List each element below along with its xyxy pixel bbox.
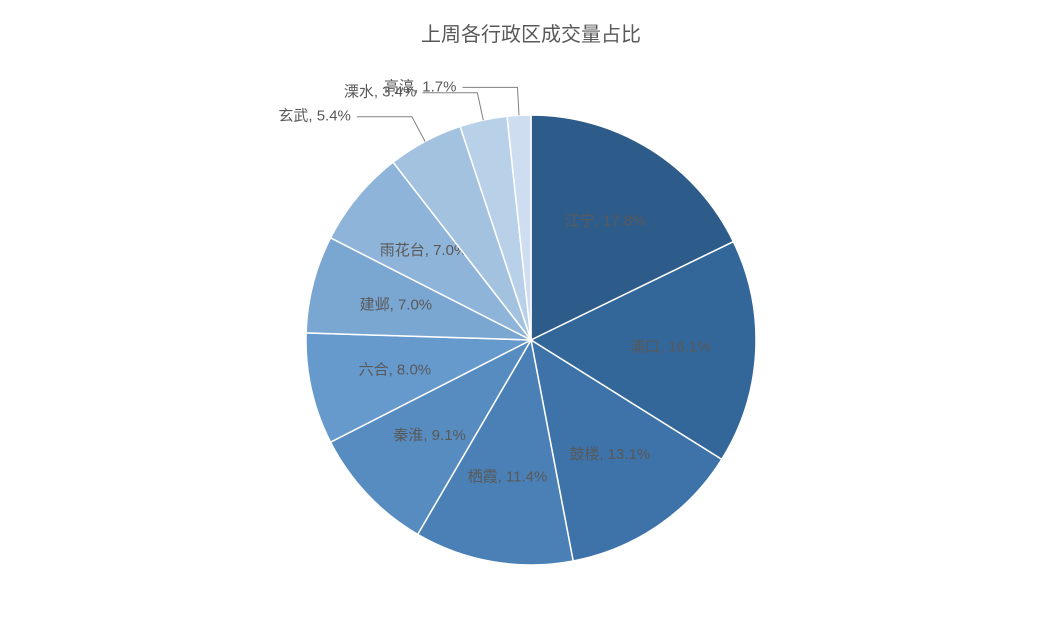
slice-label-玄武: 玄武, 5.4% — [278, 108, 351, 125]
leader-line-溧水 — [422, 93, 483, 120]
slice-label-高淳: 高淳, 1.7% — [384, 77, 457, 95]
leader-line-高淳 — [462, 87, 518, 115]
slice-label-栖霞: 栖霞, 11.4% — [468, 468, 548, 485]
slice-label-雨花台: 雨花台, 7.0% — [380, 242, 468, 259]
slice-label-六合: 六合, 8.0% — [359, 361, 432, 378]
leader-line-玄武 — [357, 117, 425, 142]
slice-label-浦口: 浦口, 16.1% — [630, 338, 711, 355]
pie-chart-container: 上周各行政区成交量占比 江宁, 17.8% 浦口, 16.1% 鼓楼, 13.1% 栖… — [0, 0, 1062, 633]
slice-label-建邺: 建邺, 7.0% — [360, 296, 433, 313]
chart-title: 上周各行政区成交量占比 — [0, 18, 1062, 47]
pie-chart-svg: 江宁, 17.8% 浦口, 16.1% 鼓楼, 13.1% 栖霞, 11.4% 秦淮, … — [0, 0, 1062, 633]
slice-label-秦淮: 秦淮, 9.1% — [393, 427, 466, 444]
slice-label-鼓楼: 鼓楼, 13.1% — [569, 446, 650, 463]
slice-label-江宁: 江宁, 17.8% — [565, 213, 646, 230]
